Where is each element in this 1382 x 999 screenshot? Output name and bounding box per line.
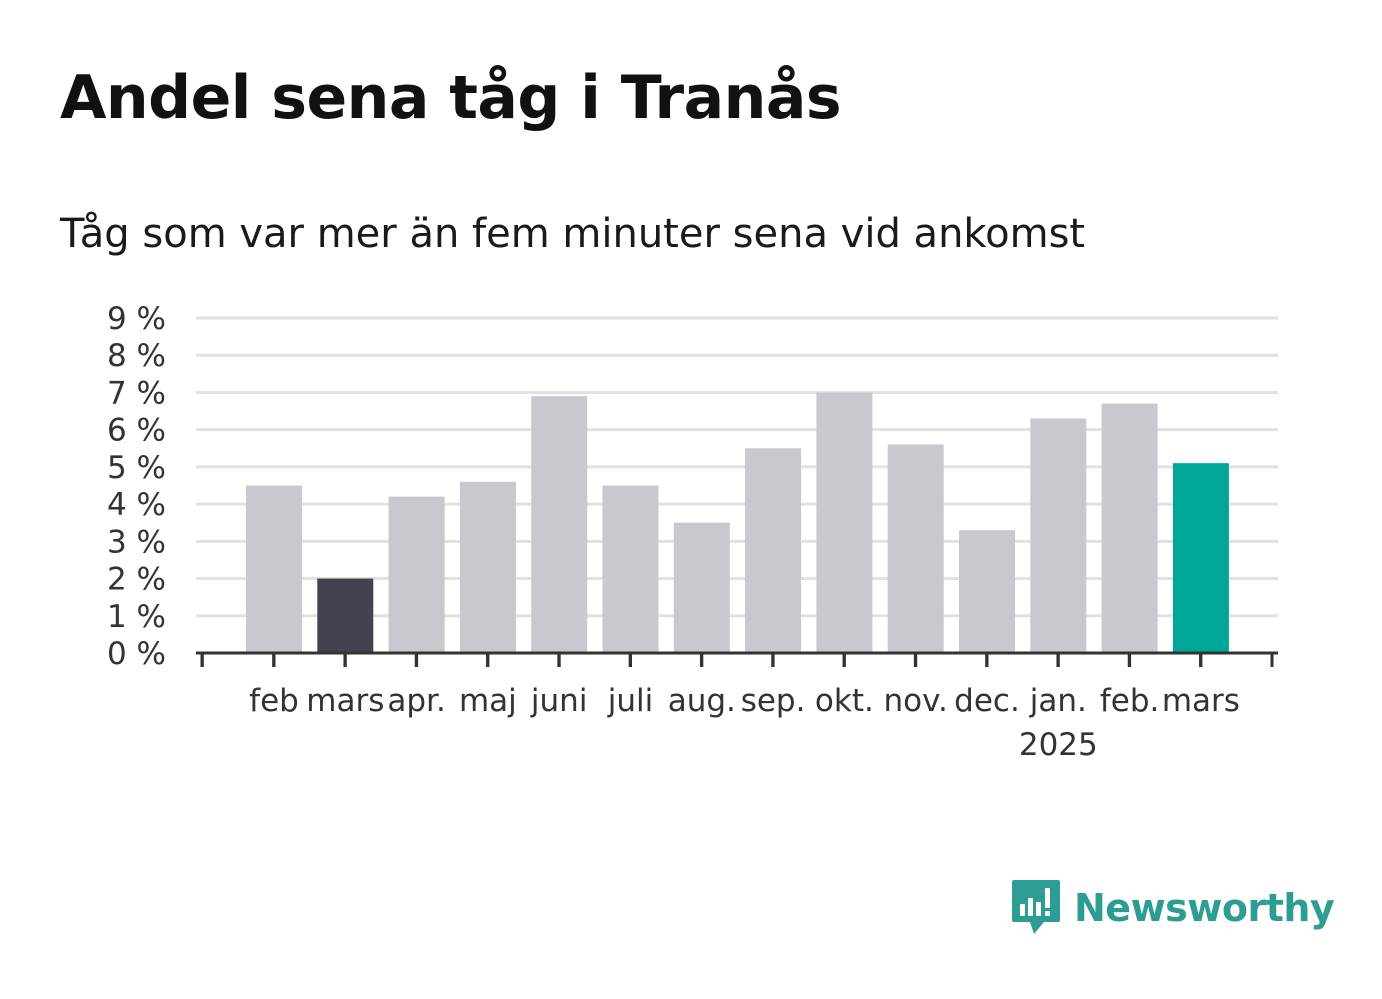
brand-logo: Newsworthy [1010,878,1335,938]
x-tick-label: feb [249,683,299,719]
x-tick-label: juli [607,683,654,719]
y-tick-label: 7 % [107,375,166,411]
bar [959,530,1015,653]
chart-subtitle: Tåg som var mer än fem minuter sena vid … [60,211,1086,257]
y-tick-label: 0 % [107,636,166,672]
x-tick-label: apr. [387,683,445,719]
y-tick-label: 3 % [107,524,166,560]
x-tick-label: mars [306,683,384,719]
bar [1030,418,1087,653]
x-tick-label: mars [1162,683,1240,719]
y-tick-label: 2 % [107,562,166,598]
x-tick-label: jan. [1029,683,1087,719]
x-tick-label: okt. [815,683,874,719]
y-tick-label: 6 % [107,413,166,449]
newsworthy-logo-icon [1012,880,1060,934]
y-tick-label: 1 % [107,599,166,635]
x-axis [196,651,1278,667]
bar [602,485,659,653]
bar [531,396,588,653]
bar [1172,463,1229,653]
x-tick-label: sep. [741,683,806,719]
gridlines [196,316,1278,618]
bar [1101,403,1158,653]
y-tick-label: 8 % [107,338,166,374]
chart-title: Andel sena tåg i Tranås [60,63,842,133]
bar [317,578,374,653]
bar [816,392,873,653]
bar [459,481,516,653]
bar [388,496,445,653]
brand-name: Newsworthy [1074,886,1335,930]
x-year-label: 2025 [1019,727,1098,763]
bar [887,444,944,653]
x-tick-label: juni [530,683,588,719]
y-axis-labels: 0 %1 %2 %3 %4 %5 %6 %7 %8 %9 % [107,301,166,672]
bar [745,448,802,653]
x-tick-label: dec. [954,683,1020,719]
x-tick-label: feb. [1100,683,1160,719]
bar-chart: 0 %1 %2 %3 %4 %5 %6 %7 %8 %9 % feb mars ap… [107,301,1278,763]
x-tick-label: nov. [883,683,947,719]
bars [246,392,1229,653]
bar [673,522,730,653]
y-tick-label: 5 % [107,450,166,486]
x-tick-label: aug. [668,683,736,719]
y-tick-label: 9 % [107,301,166,337]
y-tick-label: 4 % [107,487,166,523]
bar [246,485,302,653]
x-axis-labels: feb mars apr. maj juni juli aug. sep. okt. nov. de… [249,683,1240,763]
x-tick-label: maj [459,683,517,719]
